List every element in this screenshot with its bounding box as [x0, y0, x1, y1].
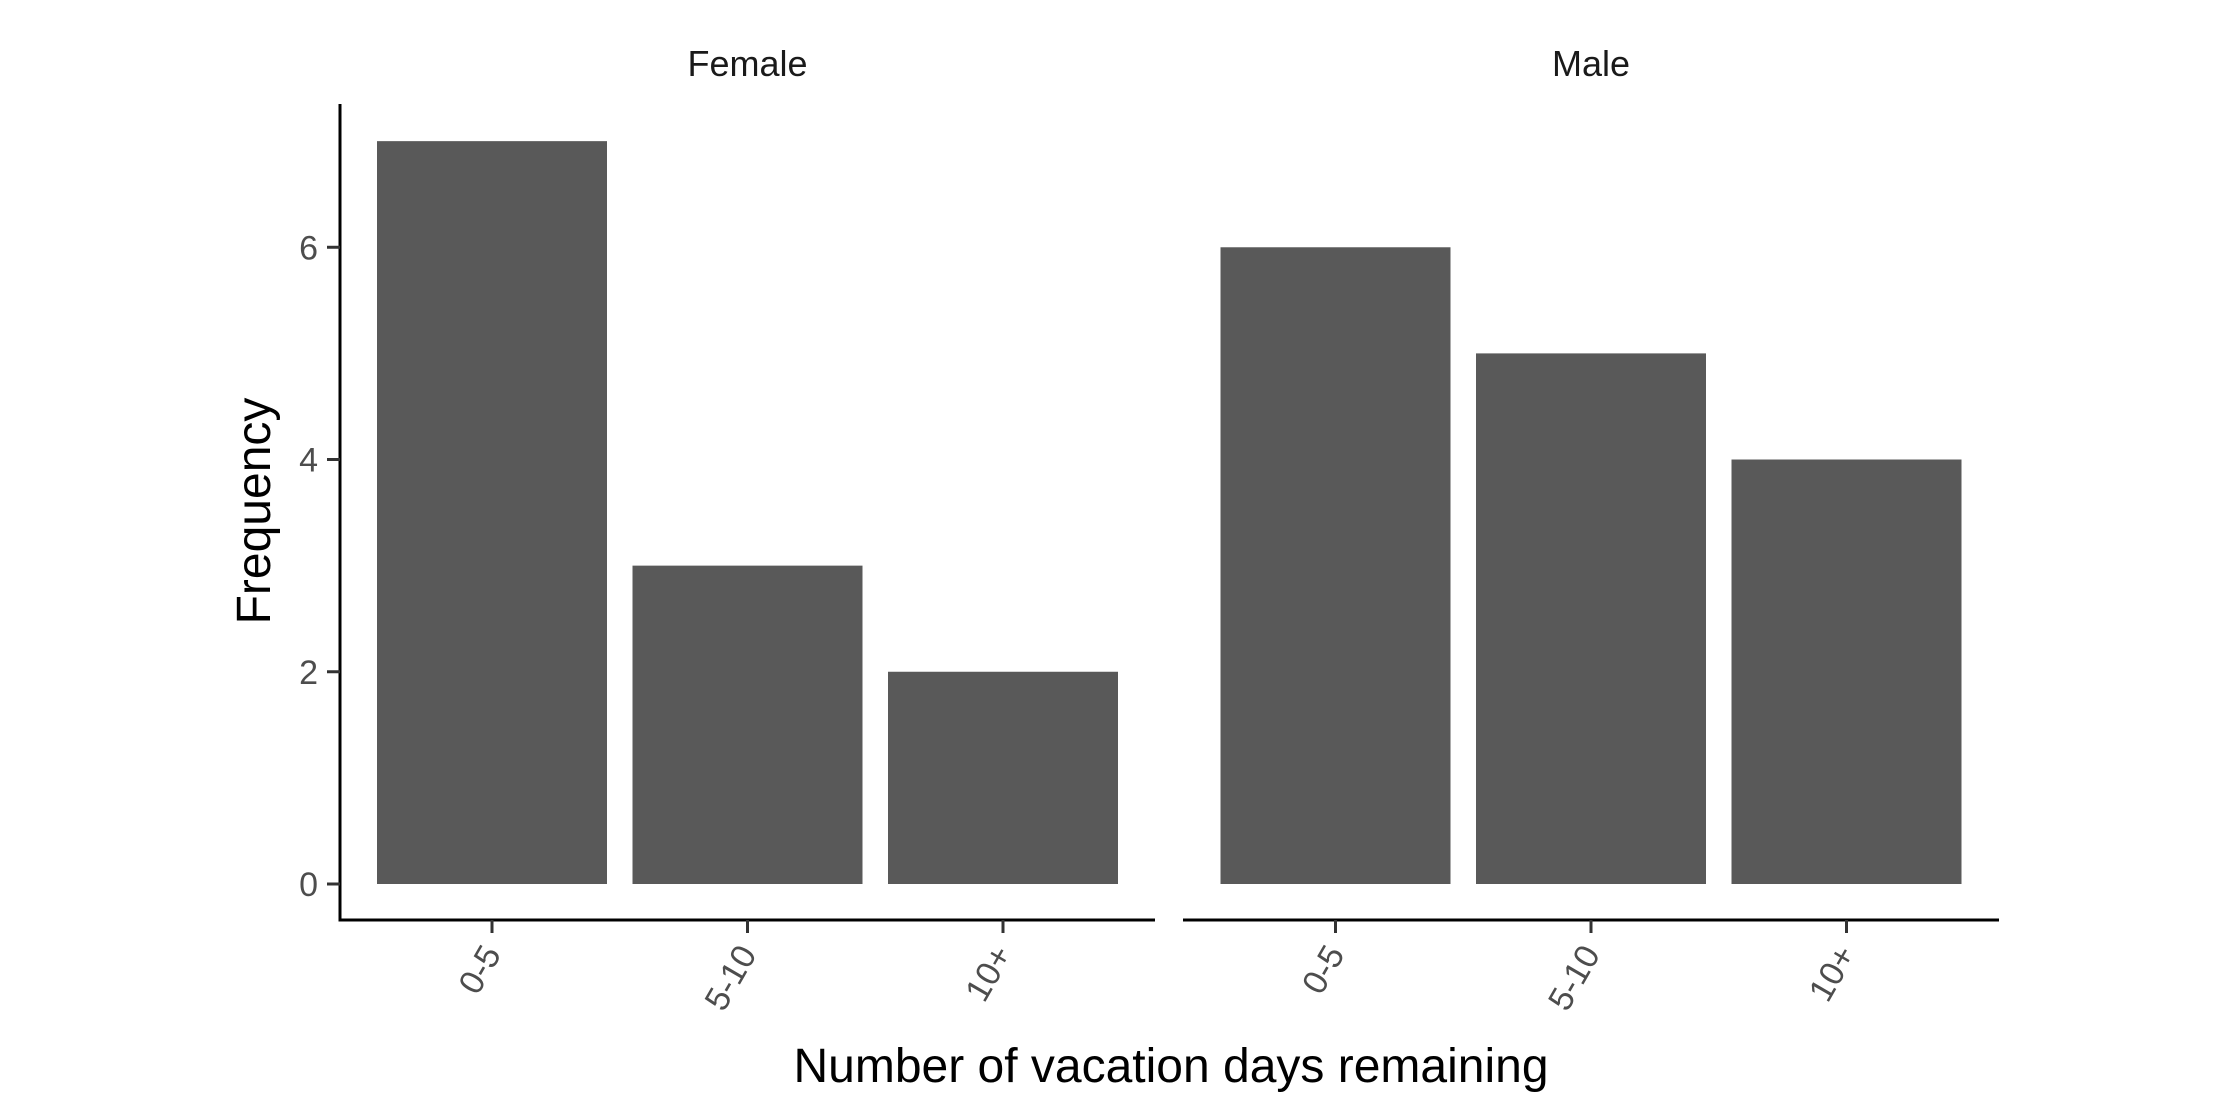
y-tick-label: 0	[299, 866, 318, 904]
facet-panel-female: Female 0-5 5-10 10+	[340, 43, 1155, 1017]
facet-label: Female	[687, 43, 807, 84]
bar	[632, 565, 863, 884]
y-axis-title: Frequency	[228, 398, 281, 625]
y-tick-label: 4	[299, 442, 318, 480]
facet-panel-male: Male 0-5 5-10 10+	[1183, 43, 1999, 1017]
facet-panels: Female 0-5 5-10 10+ Male 0-5 5-10 10+	[340, 43, 1999, 1017]
bar	[1476, 353, 1706, 884]
bar	[1220, 247, 1451, 884]
x-tick-label: 5-10	[1541, 939, 1608, 1017]
y-tick-label: 6	[299, 229, 318, 267]
bar	[888, 671, 1118, 884]
x-tick-label: 10+	[1802, 939, 1864, 1008]
x-tick-label: 0-5	[451, 939, 508, 1001]
facet-label: Male	[1552, 43, 1630, 84]
x-axis-title: Number of vacation days remaining	[793, 1040, 1548, 1093]
x-tick-label: 10+	[958, 939, 1020, 1008]
x-tick-label: 5-10	[697, 939, 764, 1017]
x-tick-label: 0-5	[1295, 939, 1352, 1001]
bar	[1731, 459, 1962, 884]
y-tick-label: 2	[299, 654, 318, 692]
bar	[377, 141, 607, 885]
y-axis: 0 2 4 6	[299, 104, 342, 922]
